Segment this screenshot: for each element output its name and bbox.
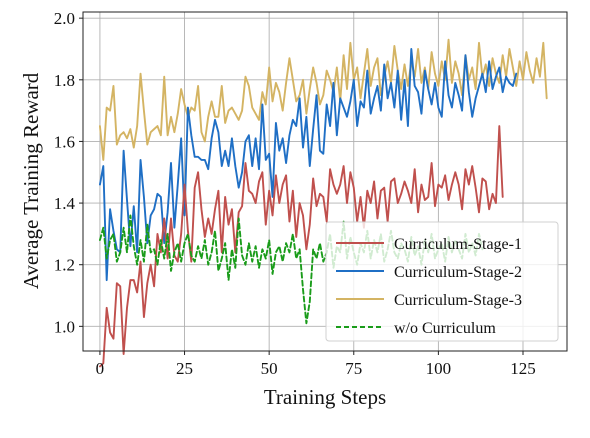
series-line-curriculum-stage-2 (98, 48, 518, 282)
x-tick-label: 125 (510, 359, 536, 378)
series-line-curriculum-stage-3 (98, 38, 548, 161)
legend-entry: Curriculum-Stage-2 (394, 264, 522, 281)
plot-frame (82, 11, 568, 352)
y-tick-label: 1.8 (54, 71, 75, 90)
legend: Curriculum-Stage-1 Curriculum-Stage-2 Curr… (325, 221, 559, 342)
y-tick-label: 1.4 (54, 194, 76, 213)
y-tick-label: 1.6 (54, 132, 75, 151)
x-tick-label: 75 (345, 359, 362, 378)
y-tick-label: 1.0 (54, 317, 75, 336)
series-line-curriculum-stage-1 (98, 125, 504, 368)
series-lines (98, 38, 548, 368)
x-axis-ticks: 0 25 50 75 100 125 (96, 351, 536, 378)
y-tick-label: 1.2 (54, 256, 75, 275)
legend-entry: Curriculum-Stage-3 (394, 292, 522, 309)
x-tick-label: 100 (426, 359, 452, 378)
x-axis-label: Training Steps (264, 385, 386, 409)
y-axis-ticks: 1.0 1.2 1.4 1.6 1.8 2.0 (54, 9, 83, 336)
x-tick-label: 50 (261, 359, 278, 378)
y-tick-label: 2.0 (54, 9, 75, 28)
legend-entry: Curriculum-Stage-1 (394, 236, 522, 253)
x-tick-label: 0 (96, 359, 105, 378)
y-axis-label: Average Training Reward (19, 72, 43, 289)
x-tick-label: 25 (176, 359, 193, 378)
legend-box (325, 221, 559, 342)
legend-entry: w/o Curriculum (394, 320, 496, 337)
